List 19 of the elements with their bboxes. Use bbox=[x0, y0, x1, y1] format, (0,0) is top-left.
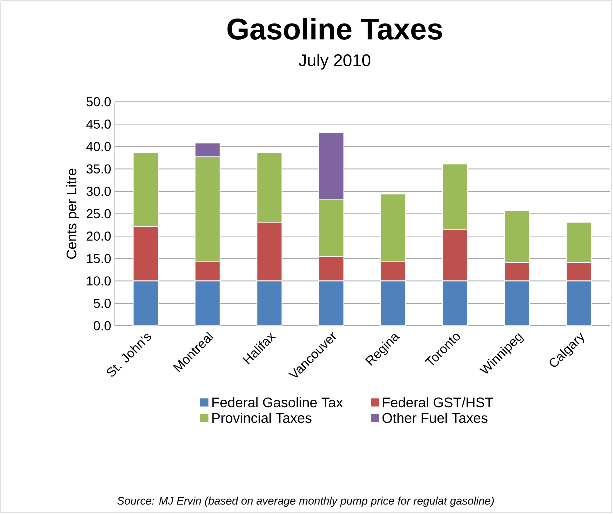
legend-label: Federal Gasoline Tax bbox=[212, 397, 344, 408]
legend-label: Provincial Taxes bbox=[212, 412, 312, 424]
y-tick-label: 0.0 bbox=[94, 321, 111, 331]
legend-label: Federal GST/HST bbox=[383, 397, 494, 408]
chart-subtitle: July 2010 bbox=[299, 54, 371, 70]
y-tick-label: 20.0 bbox=[86, 232, 111, 241]
y-tick-label: 15.0 bbox=[87, 254, 111, 264]
y-tick-label: 40.0 bbox=[86, 142, 111, 152]
y-axis-title: Cents per Litre bbox=[66, 168, 80, 260]
y-tick-label: 10.0 bbox=[87, 276, 111, 286]
y-tick-label: 45.0 bbox=[86, 120, 111, 129]
text: Source: MJ Ervin (based on average monthly pump price for regulat gasoline) bbox=[118, 496, 494, 508]
y-tick-label: 5.0 bbox=[94, 298, 111, 308]
y-tick-label: 25.0 bbox=[86, 209, 111, 219]
y-tick-label: 30.0 bbox=[86, 187, 111, 196]
legend-label: Other Fuel Taxes bbox=[382, 412, 488, 424]
y-tick-label: 35.0 bbox=[86, 164, 111, 174]
chart-title: Gasoline Taxes bbox=[228, 18, 442, 40]
y-tick-label: 50.0 bbox=[86, 97, 111, 107]
